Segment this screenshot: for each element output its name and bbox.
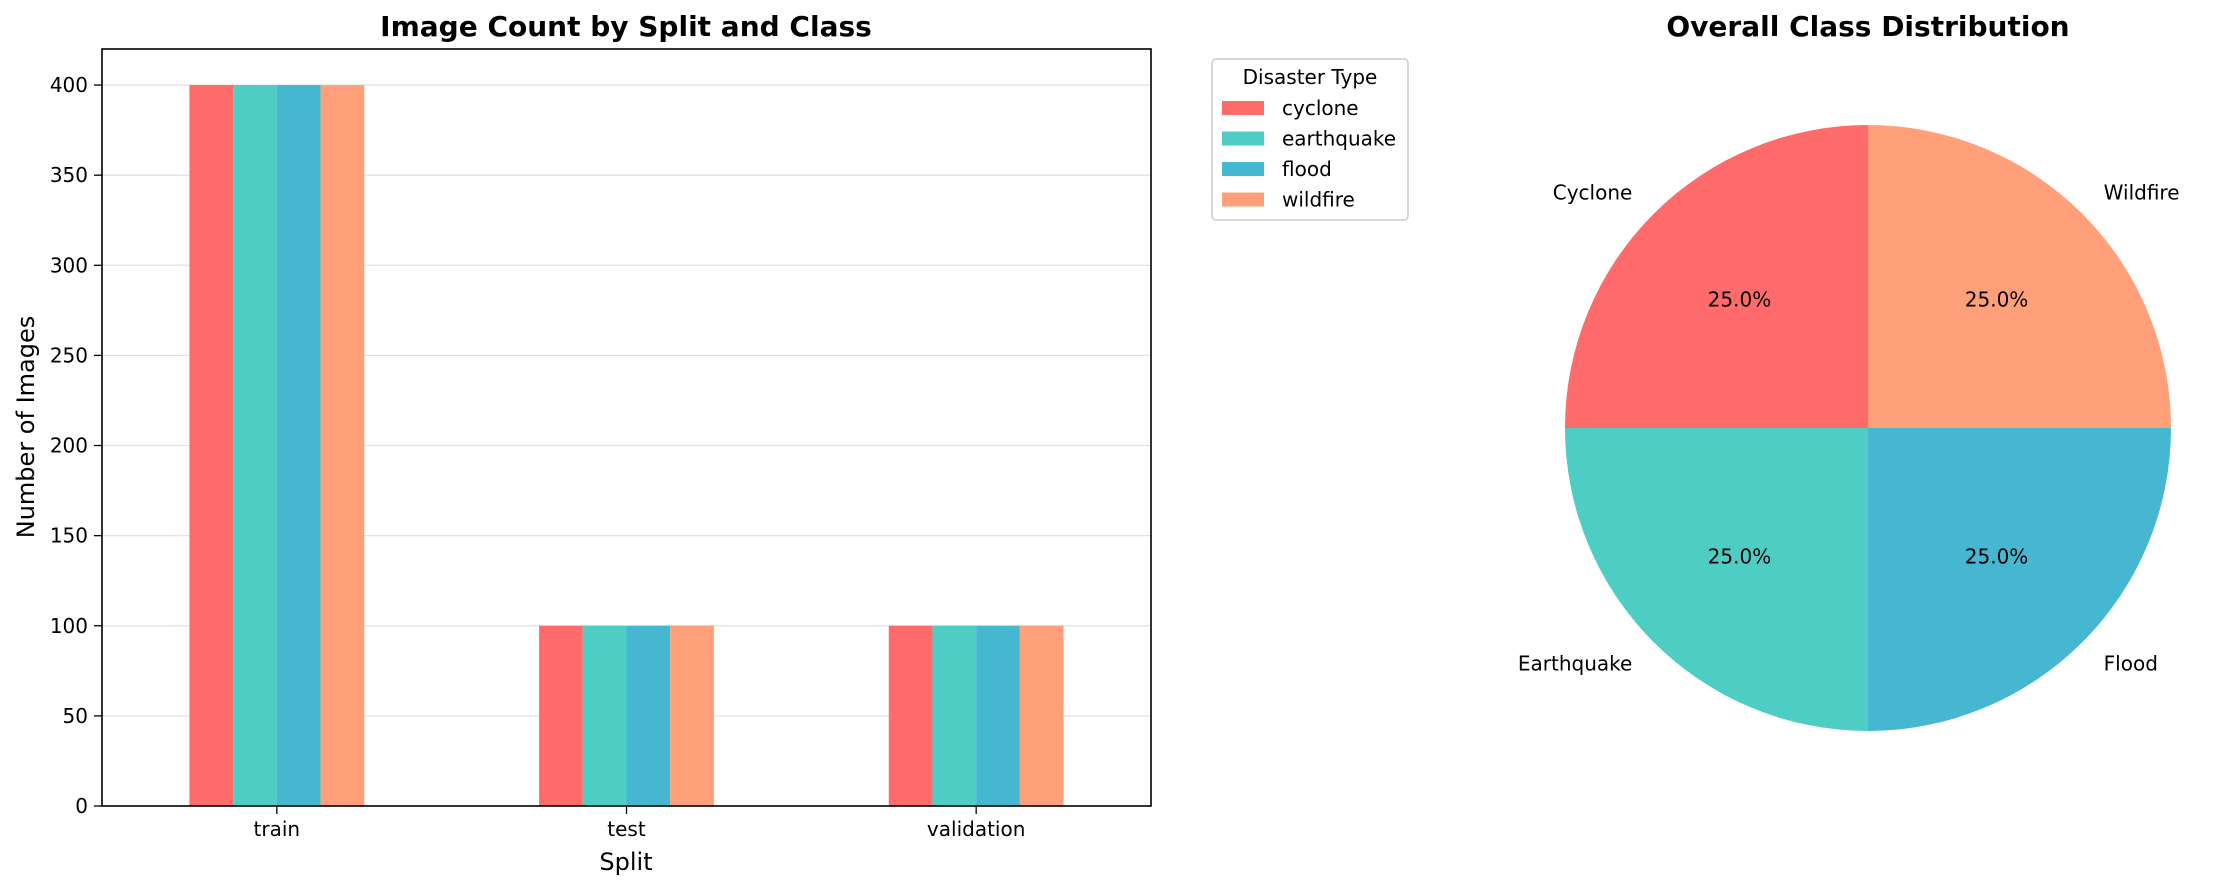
bar-earthquake-test xyxy=(582,625,627,806)
bar-earthquake-train xyxy=(233,85,277,807)
bar-cyclone-validation xyxy=(888,625,933,806)
bar-flood-test xyxy=(626,625,671,806)
y-tick-label: 300 xyxy=(50,253,88,277)
bar-earthquake-validation xyxy=(932,625,977,806)
pie-pct-flood: 25.0% xyxy=(1965,545,2029,569)
pie-slice-cyclone xyxy=(1565,125,1868,428)
bar-wildfire-test xyxy=(670,625,714,806)
bar-chart: Image Count by Split and Class 0 50 100 150… xyxy=(12,10,1152,876)
legend-label-wildfire: wildfire xyxy=(1282,188,1355,212)
legend-title: Disaster Type xyxy=(1243,65,1378,89)
pie-slice-flood xyxy=(1868,428,2171,731)
y-tick-label: 250 xyxy=(50,343,88,367)
pie-label-flood: Flood xyxy=(2104,652,2158,676)
legend-label-flood: flood xyxy=(1282,157,1332,181)
bar-cyclone-train xyxy=(189,85,234,807)
legend-swatch-earthquake xyxy=(1222,131,1264,146)
bar-flood-validation xyxy=(976,625,1020,806)
pie-pct-earthquake: 25.0% xyxy=(1708,545,1772,569)
legend-label-cyclone: cyclone xyxy=(1282,96,1359,120)
y-tick-label: 100 xyxy=(50,614,88,638)
y-tick-label: 0 xyxy=(75,794,88,818)
y-axis-label: Number of Images xyxy=(12,316,40,538)
legend-swatch-cyclone xyxy=(1222,101,1264,115)
bar-wildfire-validation xyxy=(1019,625,1064,806)
bar-wildfire-train xyxy=(320,85,365,807)
pie-labels: Cyclone 25.0% Earthquake 25.0% Flood 25.0% Wil… xyxy=(1518,180,2180,675)
x-tick-label: test xyxy=(607,817,646,841)
pie-chart-title: Overall Class Distribution xyxy=(1666,10,2069,43)
pie-label-wildfire: Wildfire xyxy=(2104,180,2180,204)
pie-chart: Overall Class Distribution Cyclone 25.0% E… xyxy=(1518,10,2180,731)
y-axis-ticks: 0 50 100 150 200 250 300 350 400 xyxy=(50,73,102,818)
y-tick-label: 200 xyxy=(50,434,88,458)
bar-flood-train xyxy=(276,85,321,807)
bar-series xyxy=(189,85,1064,807)
legend: Disaster Type cyclone earthquake flood wild… xyxy=(1211,58,1409,221)
y-tick-label: 50 xyxy=(63,704,88,728)
legend-items: cyclone earthquake flood wildfire xyxy=(1222,96,1396,212)
pie-pct-cyclone: 25.0% xyxy=(1708,287,1772,311)
pie-slice-wildfire xyxy=(1868,125,2171,428)
x-axis-label: Split xyxy=(599,848,652,876)
legend-frame xyxy=(1211,58,1409,221)
x-tick-label: train xyxy=(254,817,301,841)
legend-label-earthquake: earthquake xyxy=(1282,127,1396,151)
pie-slices xyxy=(1565,125,2171,731)
pie-label-earthquake: Earthquake xyxy=(1518,652,1632,676)
pie-label-cyclone: Cyclone xyxy=(1553,180,1633,204)
x-axis-ticks: train test validation xyxy=(254,806,1025,841)
bar-cyclone-test xyxy=(539,625,583,806)
pie-slice-earthquake xyxy=(1565,428,1868,731)
legend-swatch-flood xyxy=(1222,162,1264,176)
x-tick-label: validation xyxy=(927,817,1025,841)
y-tick-label: 150 xyxy=(50,524,88,548)
pie-pct-wildfire: 25.0% xyxy=(1965,287,2029,311)
legend-swatch-wildfire xyxy=(1222,192,1264,207)
bar-chart-title: Image Count by Split and Class xyxy=(380,10,872,43)
y-tick-label: 400 xyxy=(50,73,88,97)
y-tick-label: 350 xyxy=(50,163,88,187)
